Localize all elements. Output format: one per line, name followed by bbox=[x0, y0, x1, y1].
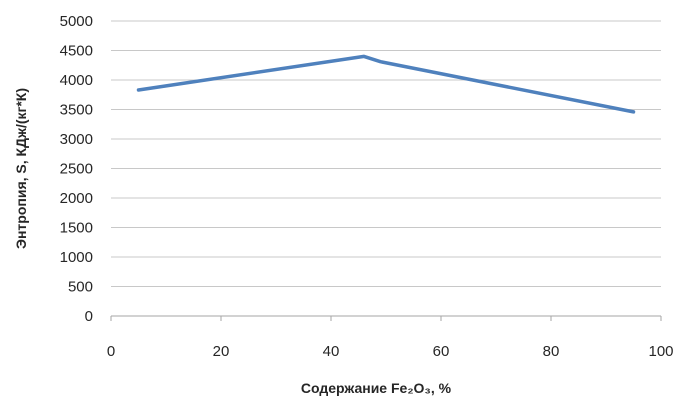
x-axis-title: Содержание Fe₂O₃, % bbox=[301, 380, 452, 396]
y-tick-label: 2000 bbox=[60, 190, 93, 207]
y-tick-label: 5000 bbox=[60, 13, 93, 30]
y-tick-label: 4500 bbox=[60, 43, 93, 60]
x-tick-label: 80 bbox=[543, 343, 560, 360]
y-tick-label: 1500 bbox=[60, 220, 93, 237]
y-tick-label: 3500 bbox=[60, 102, 93, 119]
x-axis-ticks: 0 20 40 60 80 100 bbox=[107, 316, 674, 360]
series-line bbox=[136, 54, 636, 114]
y-tick-label: 0 bbox=[85, 308, 93, 325]
x-tick-label: 60 bbox=[433, 343, 450, 360]
x-tick-label: 0 bbox=[107, 343, 115, 360]
y-tick-label: 2500 bbox=[60, 161, 93, 178]
x-tick-label: 40 bbox=[323, 343, 340, 360]
y-tick-label: 4000 bbox=[60, 72, 93, 89]
series-lines bbox=[136, 54, 636, 114]
y-tick-label: 3000 bbox=[60, 131, 93, 148]
y-axis-title: Энтропия, S, КДж/(кг*К) bbox=[13, 88, 29, 249]
x-tick-label: 100 bbox=[648, 343, 673, 360]
y-tick-label: 1000 bbox=[60, 249, 93, 266]
y-axis-ticks: 0 500 1000 1500 2000 2500 3000 3500 4000 4500 5000 bbox=[60, 13, 93, 325]
y-tick-label: 500 bbox=[68, 279, 93, 296]
x-tick-label: 20 bbox=[213, 343, 230, 360]
horizontal-gridlines bbox=[111, 20, 661, 287]
